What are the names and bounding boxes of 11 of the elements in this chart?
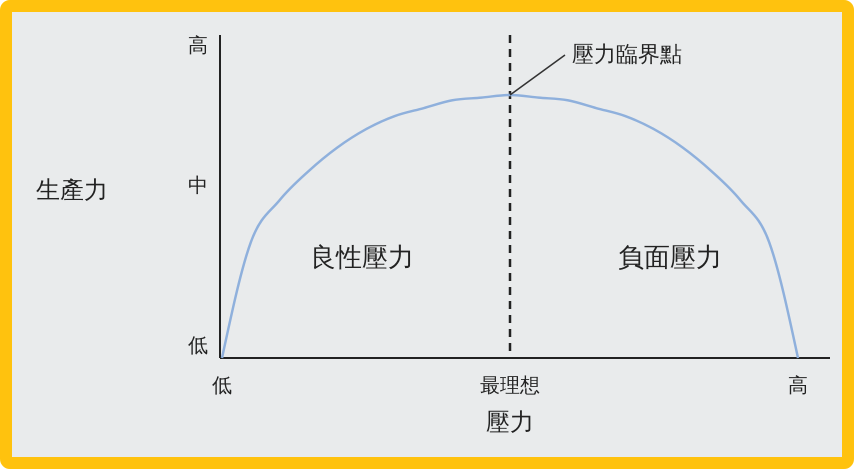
text: 中 bbox=[188, 173, 208, 197]
annotation: 良性壓力 bbox=[310, 243, 414, 273]
annotation: 負面壓力 bbox=[618, 243, 722, 273]
x-tick-label: 高 bbox=[788, 373, 808, 397]
text: 高 bbox=[188, 33, 208, 57]
y-axis-title: 生產力 bbox=[36, 176, 108, 204]
text: 低 bbox=[188, 333, 208, 357]
annotation: 壓力臨界點 bbox=[572, 42, 682, 68]
x-tick-label: 最理想 bbox=[480, 373, 540, 397]
x-tick-label: 低 bbox=[212, 373, 232, 397]
x-axis-title: 壓力 bbox=[486, 408, 534, 436]
